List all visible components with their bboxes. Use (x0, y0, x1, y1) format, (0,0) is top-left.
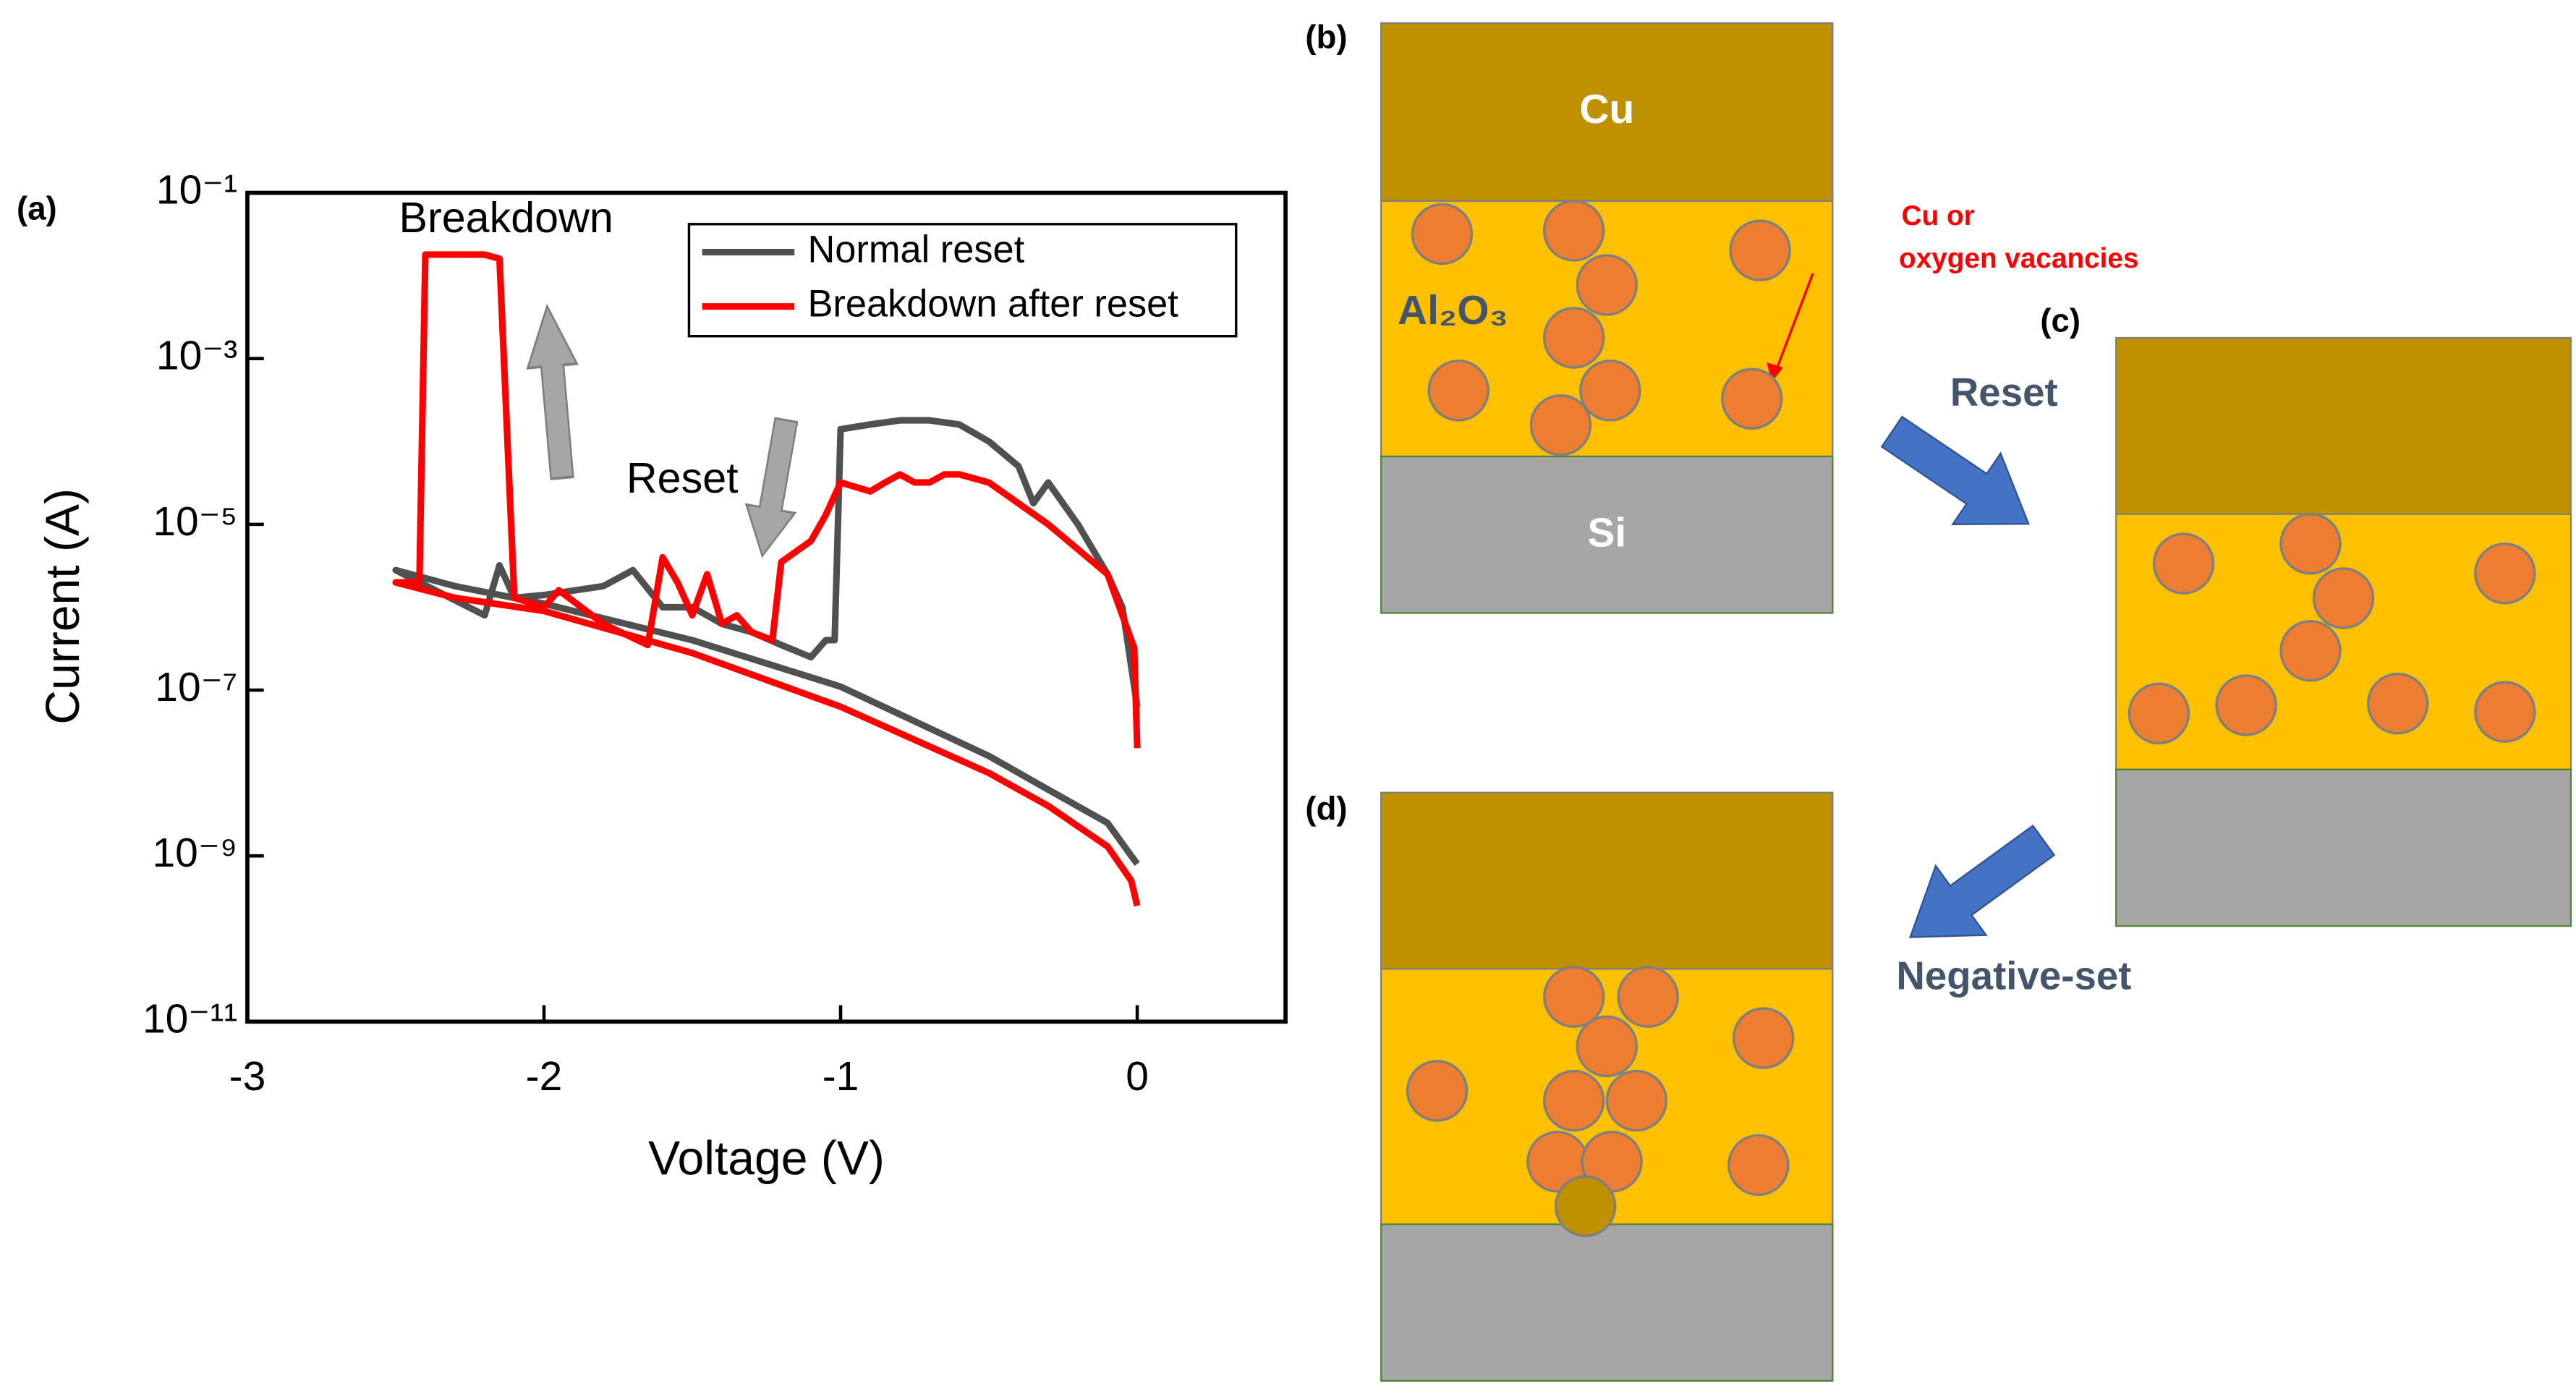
particle (2215, 674, 2277, 736)
annotation: Breakdown (399, 193, 613, 242)
cu-layer (2115, 336, 2572, 515)
y-tick-label: 10⁻⁷ (155, 664, 237, 710)
x-axis-label: Voltage (V) (648, 1131, 885, 1184)
note: oxygen vacancies (1899, 243, 2138, 274)
step-label: Negative-set (1896, 954, 2131, 998)
legend-box (687, 223, 1238, 338)
cu-particle (1554, 1175, 1617, 1238)
y-tick-label: 10⁻³ (156, 333, 237, 379)
series-line (392, 251, 1141, 907)
particle (2367, 672, 2429, 735)
particle (2152, 532, 2215, 595)
annotation: Reset (626, 454, 739, 502)
panel-label: (d) (1305, 790, 1347, 827)
cu-layer (1380, 791, 1834, 970)
legend-label: Breakdown after reset (807, 284, 1178, 326)
panel-label: (a) (17, 190, 57, 227)
particle (2279, 620, 2342, 682)
y-tick-label: 10⁻¹¹ (143, 995, 237, 1042)
particle (1411, 203, 1474, 265)
step-label: Reset (1950, 370, 2058, 414)
particle (2127, 682, 2190, 745)
particle (1543, 1069, 1605, 1132)
particle (1543, 200, 1605, 262)
particle (2312, 567, 2375, 629)
note-arrow (1775, 273, 1814, 370)
note: Cu or (1902, 200, 1975, 231)
particle (1543, 307, 1605, 369)
y-tick-label: 10⁻¹ (156, 167, 237, 213)
particle (1605, 1069, 1668, 1132)
particle (1732, 1007, 1795, 1069)
panel-label: (c) (2040, 302, 2080, 339)
arrow (526, 303, 579, 480)
particle (1721, 367, 1783, 430)
particle (2474, 681, 2536, 743)
x-tick-label: -1 (822, 1053, 859, 1100)
particle (1427, 360, 1489, 422)
si-layer (1380, 1223, 1834, 1382)
particle (1529, 394, 1592, 456)
cu-layer (1380, 22, 1834, 203)
y-axis-label: Current (A) (35, 488, 89, 725)
particle (1579, 360, 1641, 422)
x-tick-label: -3 (229, 1053, 266, 1100)
y-tick-label: 10⁻⁵ (153, 498, 237, 545)
particle (1617, 966, 1679, 1028)
particle (1543, 966, 1605, 1028)
layer-label: Si (1587, 509, 1626, 556)
panel-label: (b) (1305, 19, 1347, 56)
particle (1576, 1015, 1638, 1078)
particle (2279, 513, 2342, 575)
particle (1727, 1134, 1790, 1196)
layer-label: Al₂O₃ (1398, 287, 1508, 333)
legend-label: Normal reset (807, 229, 1024, 271)
si-layer (1380, 455, 1834, 614)
x-tick-label: -2 (526, 1053, 563, 1100)
si-layer (2115, 768, 2572, 927)
particle (2474, 543, 2536, 605)
layer-label: Cu (1579, 86, 1634, 132)
step-arrow (1909, 824, 2056, 938)
arrow (744, 417, 799, 558)
particle (1729, 219, 1791, 281)
y-tick-label: 10⁻⁹ (153, 830, 238, 876)
x-tick-label: 0 (1126, 1053, 1149, 1100)
particle (1576, 254, 1638, 316)
plot-frame (245, 190, 1288, 1024)
particle (1406, 1060, 1468, 1122)
step-arrow (1880, 415, 2030, 526)
